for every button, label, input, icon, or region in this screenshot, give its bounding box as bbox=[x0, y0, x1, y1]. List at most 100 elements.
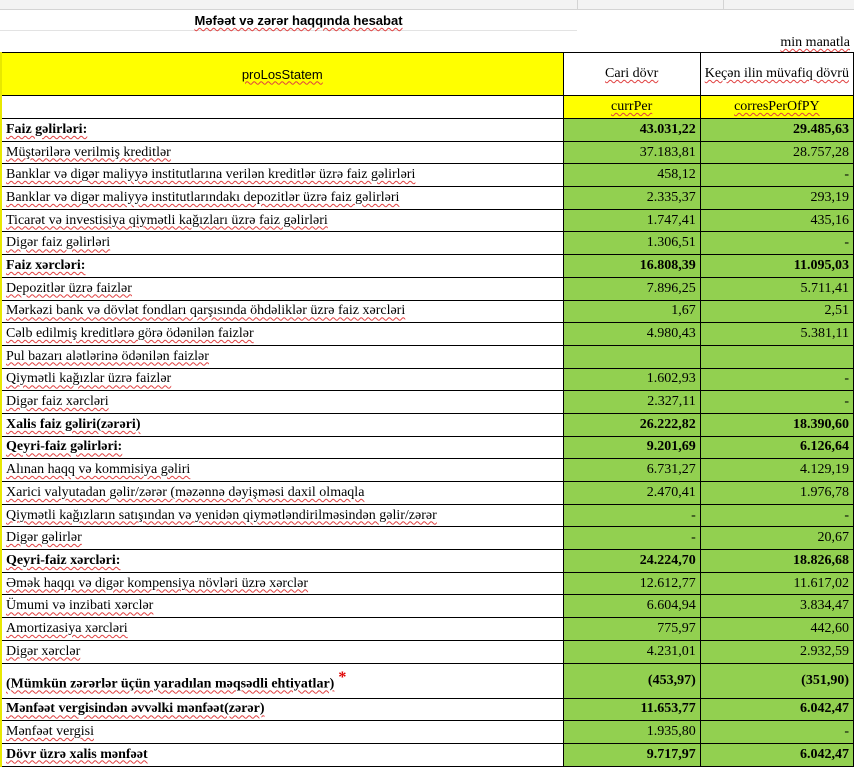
previous-value-cell[interactable]: - bbox=[699, 390, 854, 414]
current-value-cell[interactable]: 6.604,94 bbox=[562, 594, 701, 619]
previous-value-cell[interactable]: 442,60 bbox=[699, 617, 854, 641]
current-value-cell[interactable]: 458,12 bbox=[562, 163, 701, 188]
previous-value-cell[interactable]: 5.711,41 bbox=[699, 276, 854, 301]
current-value-cell[interactable]: 1.602,93 bbox=[562, 367, 701, 392]
row-label-cell[interactable]: Ümumi və inzibati xərclər bbox=[0, 594, 564, 619]
previous-value-cell[interactable]: - bbox=[699, 503, 854, 528]
row-label-cell[interactable]: Dövr üzrə xalis mənfəət bbox=[0, 742, 564, 767]
current-value-cell[interactable]: 1.747,41 bbox=[562, 208, 701, 233]
previous-value-cell[interactable]: 6.126,64 bbox=[699, 435, 854, 460]
current-value-cell[interactable]: (453,97) bbox=[562, 662, 701, 699]
previous-value-cell[interactable]: 18.390,60 bbox=[699, 412, 854, 437]
row-label-cell[interactable]: Qeyri-faiz gəlirləri: bbox=[0, 435, 564, 460]
previous-value-cell[interactable]: 28.757,28 bbox=[699, 140, 854, 165]
current-value-cell[interactable]: 1.306,51 bbox=[562, 231, 701, 256]
current-value-cell[interactable]: - bbox=[562, 526, 701, 551]
row-label-cell[interactable]: Amortizasiya xərcləri bbox=[0, 617, 564, 641]
row-label-cell[interactable]: Digər xərclər bbox=[0, 639, 564, 664]
row-label-cell[interactable]: Xalis faiz gəliri(zərəri) bbox=[0, 412, 564, 437]
row-label-cell[interactable]: Banklar və digər maliyyə institutlarına … bbox=[0, 163, 564, 188]
spreadsheet-gridlines bbox=[0, 0, 854, 10]
current-value-cell[interactable]: 1,67 bbox=[562, 299, 701, 324]
current-value-cell[interactable]: 7.896,25 bbox=[562, 276, 701, 301]
current-value-cell[interactable]: 4.231,01 bbox=[562, 639, 701, 664]
row-label-cell[interactable]: Cəlb edilmiş kreditlərə görə ödənilən fa… bbox=[0, 322, 564, 346]
current-value-cell[interactable]: 6.731,27 bbox=[562, 458, 701, 482]
row-label-cell[interactable]: Faiz xərcləri: bbox=[0, 254, 564, 278]
previous-value-cell[interactable]: 435,16 bbox=[699, 208, 854, 233]
previous-value-cell[interactable]: 20,67 bbox=[699, 526, 854, 551]
previous-value-cell[interactable]: (351,90) bbox=[699, 662, 854, 699]
current-value-cell[interactable]: 775,97 bbox=[562, 617, 701, 641]
row-label-cell[interactable]: Xarici valyutadan gəlir/zərər (məzənnə d… bbox=[0, 481, 564, 505]
header-current-cell[interactable]: Cari dövr bbox=[562, 52, 701, 96]
table-row: Digər faiz xərcləri 2.327,11 - bbox=[0, 390, 854, 414]
current-value-cell[interactable]: 16.808,39 bbox=[562, 254, 701, 278]
row-label-cell[interactable]: Depozitlər üzrə faizlər bbox=[0, 276, 564, 301]
previous-code-cell[interactable]: corresPerOfPY bbox=[699, 95, 854, 119]
previous-value-cell[interactable]: 4.129,19 bbox=[699, 458, 854, 482]
row-label-cell[interactable]: Banklar və digər maliyyə institutlarında… bbox=[0, 186, 564, 210]
current-code-cell[interactable]: currPer bbox=[562, 95, 701, 119]
table-row: Faiz xərcləri: 16.808,39 11.095,03 bbox=[0, 254, 854, 278]
previous-value-cell[interactable]: - bbox=[699, 720, 854, 744]
current-value-cell[interactable]: 9.717,97 bbox=[562, 742, 701, 767]
current-value-cell[interactable]: 12.612,77 bbox=[562, 571, 701, 596]
current-value-cell[interactable]: 11.653,77 bbox=[562, 697, 701, 722]
row-label-cell[interactable]: Qiymətli kağızlar üzrə faizlər bbox=[0, 367, 564, 392]
table-row: Xarici valyutadan gəlir/zərər (məzənnə d… bbox=[0, 481, 854, 505]
previous-value-cell[interactable]: 5.381,11 bbox=[699, 322, 854, 346]
asterisk-note: * bbox=[338, 668, 347, 686]
row-label-cell[interactable]: Əmək haqqı və digər kompensiya növləri ü… bbox=[0, 571, 564, 596]
previous-value-cell[interactable]: 1.976,78 bbox=[699, 481, 854, 505]
current-value-cell[interactable]: 1.935,80 bbox=[562, 720, 701, 744]
row-label-cell[interactable]: Qiymətli kağızların satışından və yenidə… bbox=[0, 503, 564, 528]
row-label-cell[interactable]: Digər gəlirlər bbox=[0, 526, 564, 551]
table-row: Müştərilərə verilmiş kreditlər 37.183,81… bbox=[0, 140, 854, 165]
row-label-cell[interactable]: Mənfəət vergisi bbox=[0, 720, 564, 744]
table-row: Alınan haqq və kommisiya gəliri 6.731,27… bbox=[0, 458, 854, 482]
previous-value-cell[interactable]: 11.095,03 bbox=[699, 254, 854, 278]
previous-value-cell[interactable]: 29.485,63 bbox=[699, 118, 854, 142]
header-previous-cell[interactable]: Keçən ilin müvafiq dövrü bbox=[699, 52, 854, 96]
previous-value-cell[interactable]: 6.042,47 bbox=[699, 742, 854, 767]
previous-value-cell[interactable]: - bbox=[699, 231, 854, 256]
current-value-cell[interactable]: 26.222,82 bbox=[562, 412, 701, 437]
row-label-cell[interactable]: Digər faiz xərcləri bbox=[0, 390, 564, 414]
row-label-cell[interactable]: Mərkəzi bank və dövlət fondları qarşısın… bbox=[0, 299, 564, 324]
previous-value-cell[interactable]: 11.617,02 bbox=[699, 571, 854, 596]
current-value-cell[interactable]: - bbox=[562, 503, 701, 528]
header-label-cell[interactable]: proLosStatem bbox=[0, 52, 564, 96]
code-row: currPer corresPerOfPY bbox=[0, 95, 854, 119]
previous-value-cell[interactable]: 2,51 bbox=[699, 299, 854, 324]
table-row: Amortizasiya xərcləri 775,97 442,60 bbox=[0, 617, 854, 641]
current-value-cell[interactable]: 2.470,41 bbox=[562, 481, 701, 505]
table-row: Qeyri-faiz xərcləri: 24.224,70 18.826,68 bbox=[0, 549, 854, 573]
current-value-cell[interactable]: 24.224,70 bbox=[562, 549, 701, 573]
row-label-cell[interactable]: Faiz gəlirləri: bbox=[0, 118, 564, 142]
row-label-cell[interactable]: Alınan haqq və kommisiya gəliri bbox=[0, 458, 564, 482]
current-value-cell[interactable]: 2.327,11 bbox=[562, 390, 701, 414]
previous-value-cell[interactable]: 293,19 bbox=[699, 186, 854, 210]
current-value-cell[interactable]: 4.980,43 bbox=[562, 322, 701, 346]
row-label-cell[interactable]: Müştərilərə verilmiş kreditlər bbox=[0, 140, 564, 165]
previous-value-cell[interactable]: 6.042,47 bbox=[699, 697, 854, 722]
row-label-cell[interactable]: Mənfəət vergisindən əvvəlki mənfəət(zərə… bbox=[0, 697, 564, 722]
row-label-cell[interactable]: (Mümkün zərərlər üçün yaradılan məqsədli… bbox=[0, 662, 564, 699]
previous-value-cell[interactable]: 2.932,59 bbox=[699, 639, 854, 664]
current-value-cell[interactable] bbox=[562, 344, 701, 369]
current-value-cell[interactable]: 43.031,22 bbox=[562, 118, 701, 142]
previous-value-cell[interactable] bbox=[699, 344, 854, 369]
current-value-cell[interactable]: 2.335,37 bbox=[562, 186, 701, 210]
row-label-cell[interactable]: Digər faiz gəlirləri bbox=[0, 231, 564, 256]
previous-value-cell[interactable]: 18.826,68 bbox=[699, 549, 854, 573]
row-label-cell[interactable]: Pul bazarı alətlərinə ödənilən faizlər bbox=[0, 344, 564, 369]
previous-value-cell[interactable]: - bbox=[699, 163, 854, 188]
previous-value-cell[interactable]: 3.834,47 bbox=[699, 594, 854, 619]
current-value-cell[interactable]: 37.183,81 bbox=[562, 140, 701, 165]
row-label-cell[interactable]: Qeyri-faiz xərcləri: bbox=[0, 549, 564, 573]
current-value-cell[interactable]: 9.201,69 bbox=[562, 435, 701, 460]
row-label-cell[interactable]: Ticarət və investisiya qiymətli kağızlar… bbox=[0, 208, 564, 233]
code-empty-cell[interactable] bbox=[0, 95, 564, 119]
previous-value-cell[interactable]: - bbox=[699, 367, 854, 392]
